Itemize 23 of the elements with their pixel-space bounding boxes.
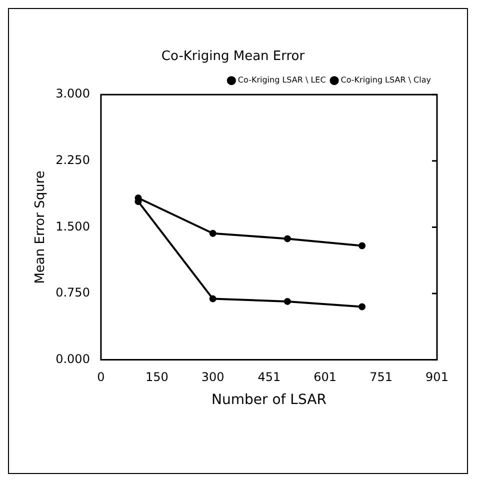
chart-title: Co-Kriging Mean Error (161, 49, 306, 64)
x-tick-label: 451 (258, 370, 281, 384)
y-tick-label: 2.250 (56, 153, 90, 168)
y-axis-title: Mean Error Squre (33, 170, 48, 284)
x-tick-label: 751 (370, 370, 393, 384)
x-axis-title: Number of LSAR (212, 392, 327, 408)
x-tick-label: 601 (314, 370, 337, 384)
y-tick-label: 0.750 (56, 286, 90, 300)
legend-label: Co-Kriging LSAR \ LEC (238, 76, 326, 85)
x-tick-label: 150 (145, 370, 168, 384)
point (209, 230, 216, 237)
x-tick-label: 300 (201, 370, 224, 384)
y-tick-label: 3.000 (56, 86, 90, 101)
x-tick-label: 901 (426, 370, 448, 384)
legend-label: Co-Kriging LSAR \ Clay (340, 76, 432, 85)
point (284, 298, 291, 305)
point (284, 235, 291, 242)
x-tick-label: 0 (97, 370, 105, 384)
point (209, 295, 216, 302)
y-tick-label: 1.500 (56, 219, 90, 234)
y-tick-label: 0.000 (56, 352, 90, 366)
point (358, 303, 366, 310)
point (358, 242, 366, 250)
